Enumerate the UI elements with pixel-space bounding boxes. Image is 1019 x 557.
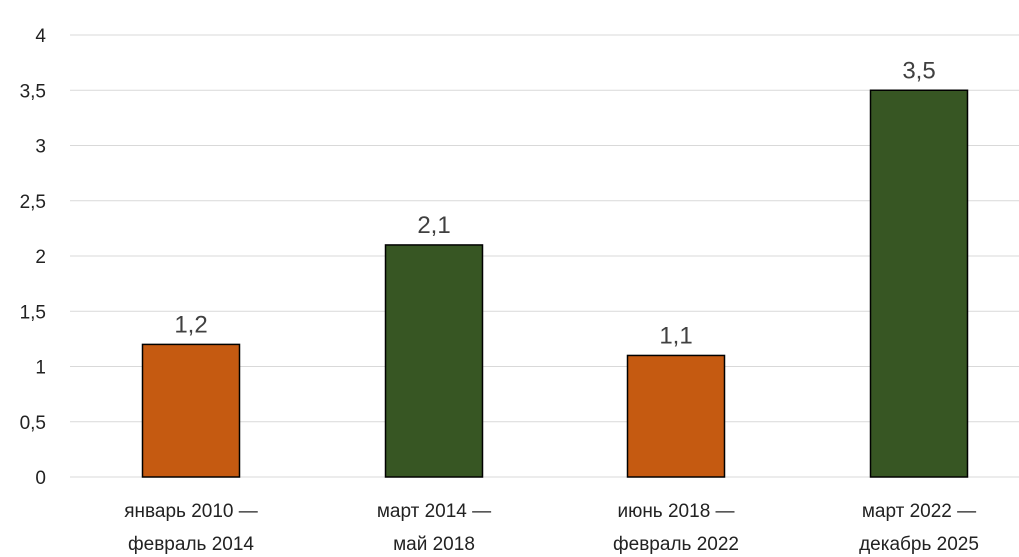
y-tick-label: 3 (35, 137, 46, 158)
x-category-label: декабрь 2025 (859, 534, 979, 555)
y-tick-label: 2,5 (20, 192, 46, 213)
data-label-4: 3,5 (902, 57, 935, 84)
y-tick-label: 0,5 (20, 413, 46, 434)
x-category-label: январь 2010 — (124, 501, 258, 522)
y-axis-ticks: 0 0,5 1 1,5 2 2,5 3 3,5 4 (20, 26, 47, 489)
y-tick-label: 3,5 (20, 81, 46, 102)
x-category-label: март 2014 — (377, 501, 491, 522)
y-tick-label: 1,5 (20, 302, 46, 323)
y-tick-label: 2 (35, 247, 46, 268)
y-tick-label: 4 (35, 26, 46, 47)
bars (141, 89, 969, 478)
data-label-3: 1,1 (659, 322, 692, 349)
bar-2 (384, 244, 484, 478)
x-category-label: февраль 2022 (613, 534, 739, 555)
y-tick-label: 1 (35, 358, 46, 379)
bar-1 (141, 343, 241, 478)
bar-3 (626, 354, 726, 478)
x-category-label: март 2022 — (862, 501, 976, 522)
x-axis-categories: январь 2010 — февраль 2014 март 2014 — май … (124, 501, 979, 555)
x-category-label: февраль 2014 (128, 534, 254, 555)
x-category-label: май 2018 (393, 534, 475, 555)
data-labels: 1,2 2,1 1,1 3,5 (174, 57, 935, 349)
data-label-1: 1,2 (174, 311, 207, 338)
x-category-label: июнь 2018 — (617, 501, 734, 522)
bar-4 (869, 89, 969, 478)
y-tick-label: 0 (35, 468, 46, 489)
data-label-2: 2,1 (417, 212, 450, 239)
